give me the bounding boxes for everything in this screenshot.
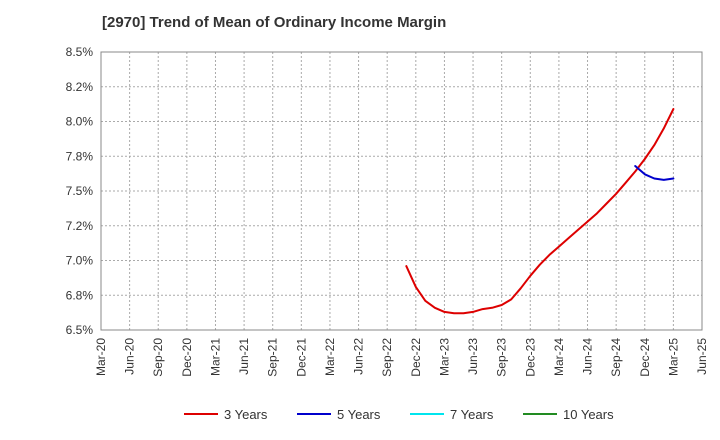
y-tick-label: 6.5% [66, 323, 94, 337]
x-tick-label: Dec-22 [409, 338, 423, 377]
x-tick-label: Mar-21 [208, 338, 222, 376]
x-tick-label: Sep-20 [151, 338, 165, 377]
x-tick-label: Jun-25 [695, 338, 709, 375]
series-lines [405, 108, 675, 315]
x-tick-label: Jun-22 [352, 338, 366, 375]
y-tick-label: 6.8% [66, 288, 94, 302]
x-tick-label: Jun-21 [237, 338, 251, 375]
x-axis-tick-labels: Mar-20 Jun-20 Sep-20 Dec-20 Mar-21 Jun-21 Sep-… [94, 338, 709, 377]
x-tick-label: Dec-23 [523, 338, 537, 377]
x-tick-label: Sep-22 [380, 338, 394, 377]
x-tick-label: Mar-23 [437, 338, 451, 376]
legend-label: 3 Years [224, 407, 268, 422]
x-tick-label: Sep-21 [266, 338, 280, 377]
x-tick-label: Jun-20 [123, 338, 137, 375]
legend: 3 Years 5 Years 7 Years 10 Years [184, 407, 614, 422]
x-tick-label: Mar-20 [94, 338, 108, 376]
y-tick-label: 7.2% [66, 219, 94, 233]
series-line-5-years [634, 165, 675, 181]
legend-label: 10 Years [563, 407, 614, 422]
x-tick-label: Dec-21 [294, 338, 308, 377]
y-tick-label: 8.5% [66, 45, 94, 59]
x-tick-label: Mar-24 [552, 338, 566, 376]
x-tick-label: Mar-22 [323, 338, 337, 376]
x-tick-label: Jun-23 [466, 338, 480, 375]
x-tick-label: Dec-20 [180, 338, 194, 377]
legend-label: 7 Years [450, 407, 494, 422]
plot-border [100, 51, 703, 331]
y-tick-label: 8.2% [66, 80, 94, 94]
y-tick-label: 8.0% [66, 115, 94, 129]
chart-title: [2970] Trend of Mean of Ordinary Income … [102, 14, 447, 31]
y-tick-label: 7.0% [66, 254, 94, 268]
legend-label: 5 Years [337, 407, 381, 422]
x-tick-label: Jun-24 [581, 338, 595, 375]
x-tick-label: Mar-25 [666, 338, 680, 376]
series-line-3-years [405, 108, 675, 315]
x-tick-label: Dec-24 [638, 338, 652, 377]
y-tick-label: 7.8% [66, 149, 94, 163]
y-tick-label: 7.5% [66, 184, 94, 198]
x-tick-label: Sep-23 [495, 338, 509, 377]
y-axis-tick-labels: 6.5% 6.8% 7.0% 7.2% 7.5% 7.8% 8.0% 8.2% 8.5% [66, 45, 94, 337]
x-tick-label: Sep-24 [609, 338, 623, 377]
